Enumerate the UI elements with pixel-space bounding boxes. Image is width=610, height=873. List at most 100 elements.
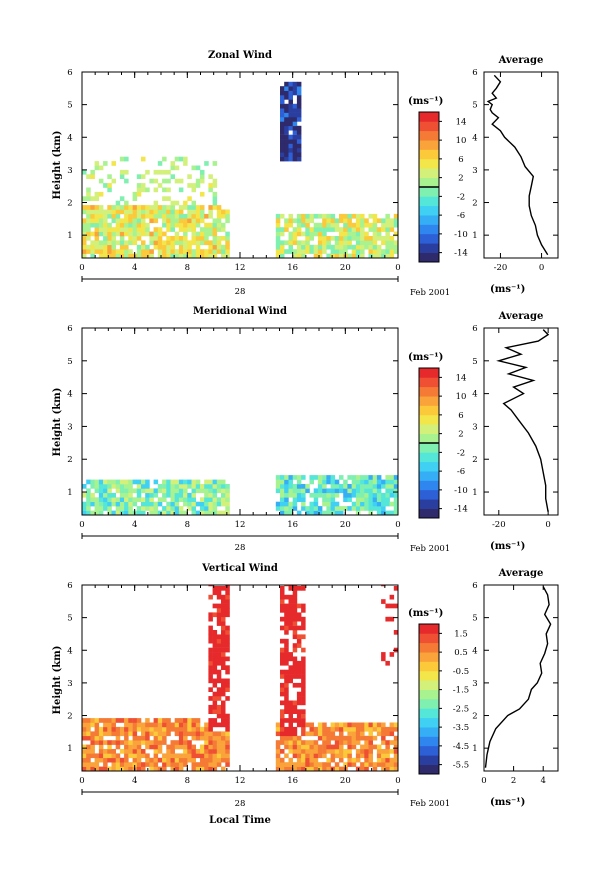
- heatmap-cell: [178, 218, 184, 224]
- heatmap-cell: [301, 249, 306, 254]
- heatmap-cell: [141, 484, 146, 489]
- heatmap-cell: [355, 479, 361, 485]
- heatmap-cell: [145, 735, 150, 741]
- heatmap-cell: [178, 227, 184, 232]
- heatmap-cell: [309, 231, 314, 237]
- heatmap-cell: [153, 762, 159, 767]
- colorbar-swatch: [419, 414, 439, 425]
- heatmap-cell: [183, 484, 188, 489]
- heatmap-cell: [376, 488, 382, 494]
- heatmap-cell: [124, 740, 129, 745]
- heatmap-cell: [284, 506, 289, 511]
- heatmap-cell: [343, 479, 348, 485]
- heatmap-cell: [301, 253, 306, 258]
- heatmap-cell: [326, 757, 331, 763]
- heatmap-cell: [141, 506, 146, 511]
- heatmap-cell: [301, 647, 306, 653]
- heatmap-cell: [221, 665, 226, 670]
- heatmap-cell: [275, 222, 281, 228]
- heatmap-cell: [86, 222, 91, 228]
- heatmap-cell: [200, 744, 205, 750]
- heatmap-cell: [115, 218, 121, 224]
- heatmap-cell: [212, 704, 218, 710]
- x-tick-label: 0: [79, 520, 84, 530]
- heatmap-cell: [86, 735, 91, 741]
- heatmap-cell: [381, 726, 386, 732]
- heatmap-cell: [364, 740, 369, 745]
- heatmap-cell: [288, 510, 293, 515]
- heatmap-cell: [347, 475, 352, 480]
- heatmap-cell: [115, 249, 121, 254]
- heatmap-cell: [280, 599, 285, 604]
- heatmap-cell: [212, 634, 218, 640]
- heatmap-cell: [284, 497, 289, 502]
- heatmap-cell: [191, 766, 196, 771]
- heatmap-cell: [145, 492, 150, 498]
- heatmap-cell: [296, 152, 302, 157]
- heatmap-cell: [141, 209, 146, 215]
- heatmap-cell: [183, 510, 188, 515]
- heatmap-cell: [317, 236, 323, 241]
- x-tick-label: 8: [185, 263, 190, 273]
- heatmap-cell: [166, 749, 171, 754]
- heatmap-cell: [115, 240, 121, 246]
- heatmap-cell: [339, 253, 344, 258]
- heatmap-cell: [301, 753, 306, 759]
- heatmap-cell: [183, 749, 188, 754]
- heatmap-cell: [204, 213, 209, 219]
- heatmap-cell: [364, 236, 369, 241]
- heatmap-cell: [389, 731, 395, 737]
- heatmap-cell: [288, 134, 293, 140]
- heatmap-cell: [292, 621, 298, 626]
- heatmap-cell: [115, 735, 121, 741]
- heatmap-cell: [115, 506, 121, 511]
- heatmap-cell: [128, 501, 133, 507]
- heatmap-cell: [187, 183, 192, 188]
- heatmap-cell: [212, 603, 218, 609]
- heatmap-cell: [157, 731, 163, 737]
- heatmap-cell: [301, 722, 306, 728]
- heatmap-cell: [322, 240, 327, 246]
- heatmap-cell: [200, 766, 205, 771]
- heatmap-cell: [98, 757, 104, 763]
- heatmap-cell: [103, 183, 108, 188]
- colorbar-tick-label: 6: [458, 411, 463, 421]
- heatmap-cell: [376, 757, 382, 763]
- heatmap-cell: [90, 735, 95, 741]
- heatmap-cell: [292, 735, 298, 741]
- heatmap-cell: [212, 709, 218, 714]
- heatmap-cell: [305, 506, 310, 511]
- heatmap-cell: [313, 253, 319, 258]
- heatmap-cell: [208, 497, 213, 502]
- heatmap-cell: [200, 510, 205, 515]
- heatmap-cell: [305, 231, 310, 237]
- heatmap-cell: [183, 735, 188, 741]
- colorbar-unit-vertical: (ms⁻¹): [408, 608, 443, 619]
- heatmap-cell: [178, 213, 184, 219]
- heatmap-cell: [166, 484, 171, 489]
- heatmap-cell: [136, 753, 142, 759]
- heatmap-cell: [284, 218, 289, 224]
- heatmap-cell: [309, 218, 314, 224]
- heatmap-cell: [124, 506, 129, 511]
- heatmap-cell: [153, 506, 159, 511]
- heatmap-cell: [225, 209, 230, 215]
- heatmap-cell: [225, 213, 230, 219]
- colorbar-tick-label: -6: [457, 467, 465, 477]
- heatmap-cell: [322, 249, 327, 254]
- heatmap-cell: [141, 231, 146, 237]
- heatmap-cell: [376, 497, 382, 502]
- heatmap-cell: [347, 497, 352, 502]
- x-tick-label: 20: [340, 263, 351, 273]
- heatmap-cell: [334, 492, 340, 498]
- heatmap-cell: [280, 475, 285, 480]
- heatmap-cell: [191, 231, 196, 237]
- heatmap-cell: [347, 213, 352, 219]
- heatmap-cell: [208, 249, 213, 254]
- heatmap-cell: [128, 484, 133, 489]
- y-tick-label: 1: [67, 488, 72, 498]
- heatmap-cell: [119, 244, 125, 250]
- heatmap-cell: [284, 691, 289, 697]
- heatmap-cell: [136, 492, 142, 498]
- heatmap-cell: [225, 218, 230, 224]
